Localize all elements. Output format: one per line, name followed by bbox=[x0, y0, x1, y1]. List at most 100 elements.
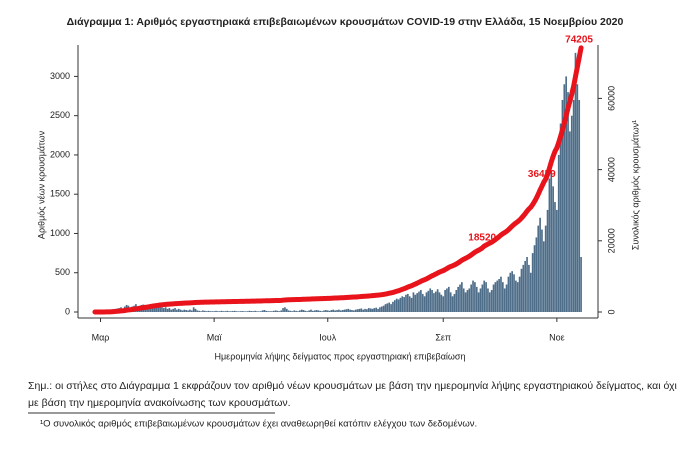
bar bbox=[215, 311, 217, 312]
bar bbox=[500, 277, 502, 312]
bar bbox=[407, 294, 409, 312]
bar bbox=[269, 311, 271, 312]
value-label: 36459 bbox=[528, 169, 556, 180]
bar bbox=[346, 309, 348, 312]
y-tick-label: 0 bbox=[65, 306, 70, 316]
bar bbox=[264, 310, 266, 312]
bar bbox=[353, 310, 355, 312]
bar bbox=[370, 308, 372, 312]
bar bbox=[299, 310, 301, 312]
bar bbox=[372, 309, 374, 312]
bar bbox=[284, 307, 286, 312]
bar bbox=[290, 311, 292, 312]
bar bbox=[174, 308, 176, 312]
bar bbox=[321, 311, 323, 312]
bar bbox=[323, 310, 325, 312]
bar bbox=[504, 288, 506, 312]
bar bbox=[517, 282, 519, 312]
bar bbox=[483, 281, 485, 312]
bar bbox=[487, 288, 489, 312]
bar bbox=[297, 311, 299, 312]
bar bbox=[452, 296, 454, 312]
bar bbox=[383, 306, 385, 312]
bar bbox=[318, 310, 320, 312]
bar bbox=[416, 293, 418, 312]
bar bbox=[511, 271, 513, 312]
bar bbox=[539, 218, 541, 312]
bar bbox=[234, 311, 236, 312]
bar bbox=[176, 310, 178, 312]
bar bbox=[169, 308, 171, 312]
bar bbox=[198, 311, 200, 312]
bar bbox=[305, 311, 307, 312]
x-tick-label: Μαϊ bbox=[207, 332, 223, 342]
bar bbox=[519, 277, 521, 312]
bar bbox=[431, 290, 433, 312]
note-line: Σημ.: οι στήλες στο Διάγραμμα 1 εκφράζου… bbox=[28, 380, 678, 392]
bar bbox=[236, 311, 238, 312]
y-tick-label: 2500 bbox=[50, 110, 70, 120]
bar bbox=[301, 310, 303, 312]
bar bbox=[543, 241, 545, 312]
bar bbox=[532, 253, 534, 312]
bar bbox=[398, 299, 400, 312]
bar bbox=[178, 309, 180, 312]
bar bbox=[334, 310, 336, 312]
bar bbox=[282, 308, 284, 312]
bar bbox=[401, 296, 403, 312]
bar bbox=[414, 295, 416, 312]
bar bbox=[474, 282, 476, 312]
bar bbox=[522, 265, 524, 312]
bar bbox=[480, 288, 482, 312]
bar bbox=[228, 311, 230, 312]
bar bbox=[405, 295, 407, 312]
bar bbox=[202, 310, 204, 312]
bar bbox=[368, 308, 370, 312]
bar bbox=[210, 311, 212, 312]
bar bbox=[521, 269, 523, 312]
bar bbox=[418, 292, 420, 312]
bar bbox=[293, 310, 295, 312]
bar bbox=[314, 310, 316, 312]
bar bbox=[578, 100, 580, 312]
bar bbox=[193, 307, 195, 312]
bar bbox=[351, 310, 353, 312]
bar bbox=[498, 279, 500, 312]
bar bbox=[472, 281, 474, 312]
bar bbox=[217, 311, 219, 312]
bar bbox=[390, 304, 392, 312]
bar bbox=[577, 84, 579, 312]
bar bbox=[448, 287, 450, 312]
bar bbox=[319, 311, 321, 312]
bar bbox=[258, 311, 260, 312]
bar bbox=[262, 310, 264, 312]
bar bbox=[238, 311, 240, 312]
bar bbox=[560, 124, 562, 312]
bar bbox=[172, 309, 174, 312]
bar bbox=[373, 308, 375, 312]
bar bbox=[558, 155, 560, 312]
bar bbox=[163, 308, 165, 312]
bar bbox=[310, 310, 312, 312]
bar bbox=[461, 282, 463, 312]
bar bbox=[411, 298, 413, 312]
x-tick-label: Σεπ bbox=[435, 332, 451, 342]
bar bbox=[515, 281, 517, 312]
bar bbox=[271, 311, 273, 312]
bar bbox=[381, 307, 383, 312]
bar bbox=[232, 311, 234, 312]
bar bbox=[482, 285, 484, 312]
bar bbox=[252, 311, 254, 312]
bar bbox=[409, 296, 411, 312]
bar bbox=[183, 310, 185, 312]
y-tick-label: 1000 bbox=[50, 228, 70, 238]
bar bbox=[394, 300, 396, 312]
bar bbox=[552, 186, 554, 312]
bar bbox=[478, 292, 480, 312]
bar bbox=[344, 310, 346, 312]
bar bbox=[508, 277, 510, 312]
bar bbox=[165, 307, 167, 312]
value-label: 74205 bbox=[565, 34, 593, 45]
bar bbox=[221, 311, 223, 312]
bar bbox=[286, 309, 288, 312]
